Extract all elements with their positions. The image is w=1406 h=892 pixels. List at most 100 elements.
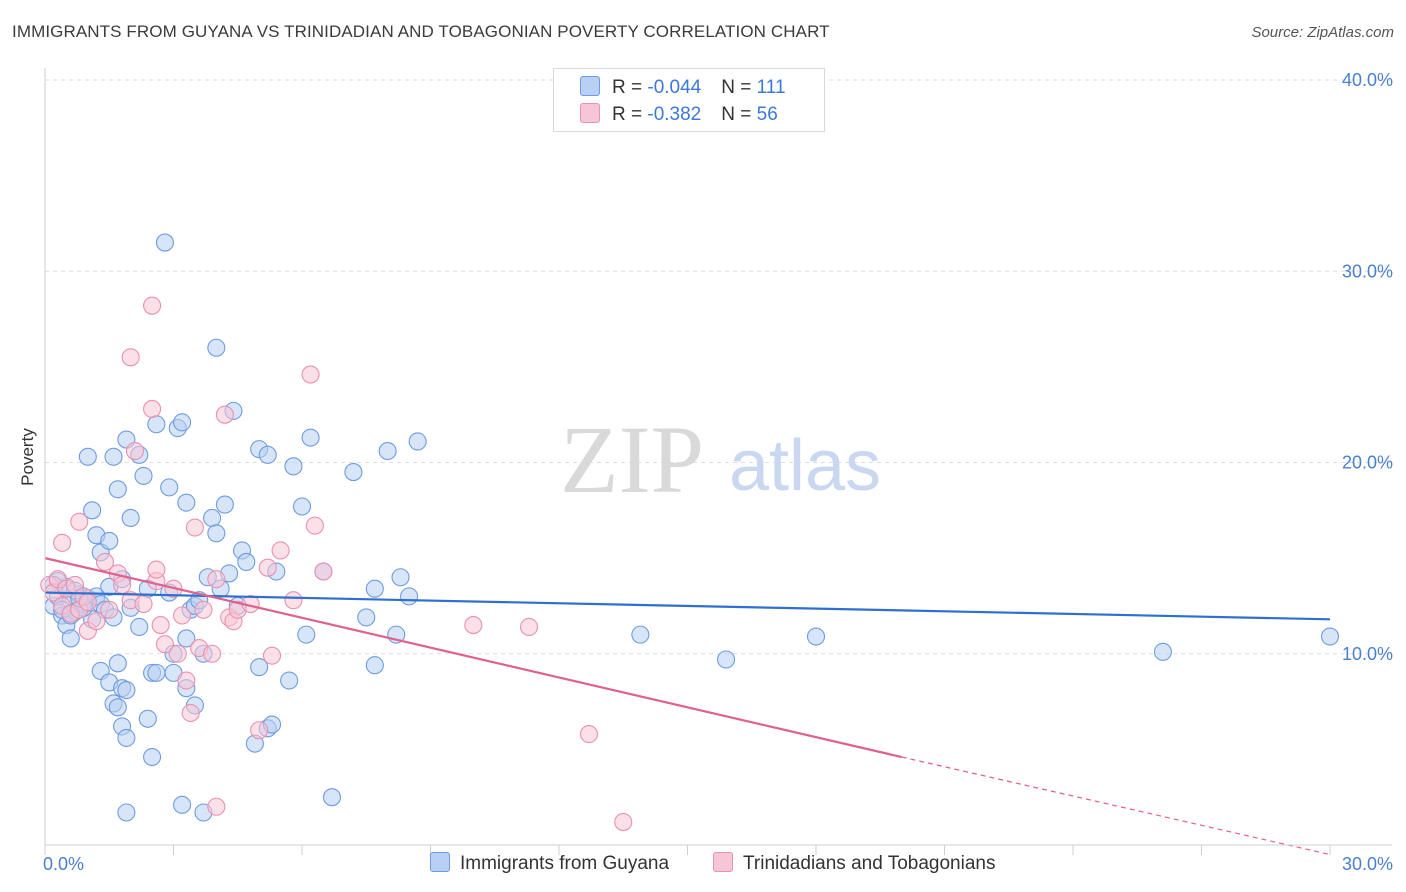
point-guyana bbox=[297, 625, 316, 644]
point-trinidad bbox=[100, 600, 119, 619]
y-tick-label: 30.0% bbox=[1342, 261, 1393, 281]
point-guyana bbox=[78, 447, 97, 466]
point-guyana bbox=[391, 568, 410, 587]
point-guyana bbox=[83, 501, 102, 520]
point-trinidad bbox=[305, 516, 324, 535]
series-trinidad-points bbox=[40, 296, 633, 832]
legend-r-value: -0.044 bbox=[647, 77, 702, 98]
point-guyana bbox=[104, 447, 123, 466]
bottom-legend-guyana: Immigrants from Guyana bbox=[430, 852, 669, 875]
point-guyana bbox=[173, 413, 192, 432]
point-guyana bbox=[177, 629, 196, 648]
point-guyana bbox=[1320, 627, 1340, 646]
point-trinidad bbox=[181, 703, 200, 723]
legend-r-label: R = bbox=[612, 104, 648, 125]
point-trinidad bbox=[95, 552, 115, 572]
point-guyana bbox=[143, 747, 162, 767]
point-guyana bbox=[155, 233, 174, 252]
source-label: Source: ZipAtlas.com bbox=[1251, 24, 1394, 41]
point-guyana bbox=[408, 432, 427, 451]
legend-n-label: N = bbox=[721, 104, 757, 125]
trend-line-trinidad bbox=[44, 557, 902, 759]
point-guyana bbox=[61, 629, 80, 648]
point-trinidad bbox=[194, 600, 213, 619]
point-guyana bbox=[215, 495, 234, 514]
point-trinidad bbox=[143, 399, 162, 419]
point-guyana bbox=[806, 627, 826, 646]
bottom-legend-trinidad: Trinidadians and Tobagonians bbox=[713, 852, 995, 875]
point-guyana bbox=[117, 728, 136, 747]
point-guyana bbox=[284, 457, 303, 476]
point-guyana bbox=[1153, 642, 1172, 661]
point-guyana bbox=[365, 579, 384, 598]
point-trinidad bbox=[143, 296, 162, 315]
point-guyana bbox=[108, 654, 127, 673]
point-guyana bbox=[716, 650, 736, 669]
y-tick-label: 10.0% bbox=[1342, 644, 1393, 664]
point-trinidad bbox=[87, 612, 106, 631]
trend-line-guyana bbox=[44, 591, 1331, 621]
point-trinidad bbox=[203, 644, 222, 663]
legend-n-value: 56 bbox=[756, 104, 778, 125]
point-trinidad bbox=[262, 646, 282, 665]
point-trinidad bbox=[185, 518, 204, 537]
point-trinidad bbox=[519, 617, 539, 637]
point-trinidad bbox=[134, 594, 153, 614]
point-guyana bbox=[117, 681, 136, 700]
point-trinidad bbox=[207, 570, 226, 589]
legend-n-value: 111 bbox=[756, 77, 786, 98]
point-guyana bbox=[378, 441, 397, 461]
point-trinidad bbox=[113, 575, 132, 594]
axes: 10.0% 20.0% 30.0% 40.0% 0.0% 30.0% bbox=[43, 68, 1393, 874]
point-guyana bbox=[258, 445, 277, 464]
point-trinidad bbox=[177, 671, 196, 690]
point-trinidad bbox=[78, 593, 97, 612]
point-guyana bbox=[173, 795, 192, 814]
point-guyana bbox=[400, 587, 419, 606]
legend-box: R = -0.044 N = 111 R = -0.382 N = 56 bbox=[553, 68, 825, 132]
point-trinidad bbox=[168, 644, 187, 663]
point-trinidad bbox=[579, 725, 599, 744]
point-guyana bbox=[108, 480, 127, 499]
legend-r-value: -0.382 bbox=[647, 104, 702, 125]
point-guyana bbox=[138, 709, 157, 728]
point-guyana bbox=[203, 508, 222, 528]
point-guyana bbox=[147, 415, 166, 434]
point-trinidad bbox=[125, 441, 144, 461]
bottom-legend-trinidad-label: Trinidadians and Tobagonians bbox=[743, 853, 996, 874]
point-guyana bbox=[177, 493, 196, 512]
bottom-legend-pink-icon bbox=[713, 852, 733, 872]
point-trinidad bbox=[70, 512, 89, 531]
y-tick-label: 20.0% bbox=[1342, 453, 1393, 473]
point-trinidad bbox=[258, 558, 277, 577]
trend-lines bbox=[44, 557, 1331, 856]
point-guyana bbox=[207, 524, 226, 543]
watermark-zip: ZIP bbox=[560, 406, 704, 513]
point-guyana bbox=[121, 508, 140, 528]
point-guyana bbox=[357, 608, 376, 627]
watermark-atlas: atlas bbox=[729, 426, 881, 506]
chart-title: IMMIGRANTS FROM GUYANA VS TRINIDADIAN AN… bbox=[12, 22, 830, 41]
point-guyana bbox=[100, 531, 119, 550]
point-trinidad bbox=[271, 541, 290, 560]
legend-row-trinidad: R = -0.382 N = 56 bbox=[580, 103, 778, 127]
point-guyana bbox=[365, 656, 384, 675]
legend-row-guyana: R = -0.044 N = 111 bbox=[580, 76, 786, 100]
point-trinidad bbox=[250, 721, 269, 740]
bottom-legend-blue-icon bbox=[430, 852, 450, 872]
point-guyana bbox=[207, 338, 226, 357]
trend-line-trinidad-extension bbox=[901, 756, 1331, 856]
point-trinidad bbox=[614, 812, 633, 832]
y-tick-label: 40.0% bbox=[1342, 70, 1393, 90]
point-trinidad bbox=[151, 616, 170, 635]
point-trinidad bbox=[314, 562, 333, 581]
legend-r-label: R = bbox=[612, 77, 648, 98]
point-guyana bbox=[237, 552, 256, 572]
point-guyana bbox=[631, 625, 650, 644]
point-trinidad bbox=[215, 405, 234, 424]
point-trinidad bbox=[173, 606, 192, 625]
legend-n-label: N = bbox=[721, 77, 757, 98]
point-guyana bbox=[160, 478, 179, 497]
point-trinidad bbox=[284, 591, 303, 610]
